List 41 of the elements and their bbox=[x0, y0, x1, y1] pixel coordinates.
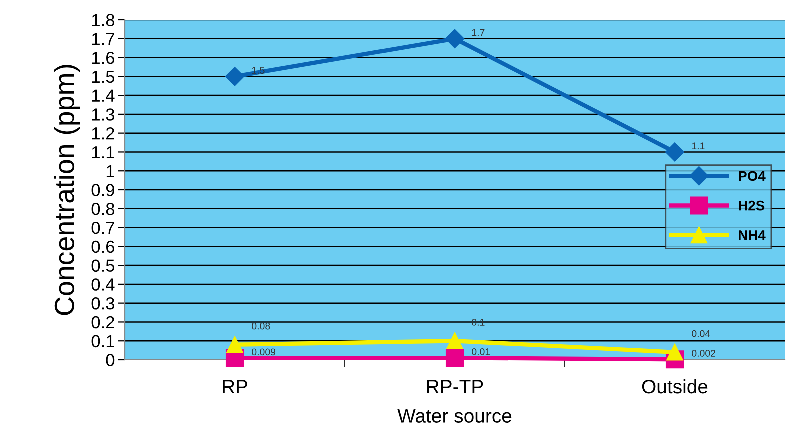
point bbox=[445, 29, 465, 48]
point bbox=[666, 344, 684, 361]
y-tick-label: 0 bbox=[106, 354, 115, 366]
y-tick-label: 1.5 bbox=[92, 71, 115, 84]
point bbox=[225, 67, 245, 86]
data-label: 0.002 bbox=[692, 350, 716, 357]
y-tick-label: 1.2 bbox=[92, 128, 114, 140]
point bbox=[665, 142, 685, 162]
y-tick-label: 1.4 bbox=[92, 90, 115, 102]
data-label: 0.08 bbox=[252, 322, 270, 330]
y-tick-label: 0.2 bbox=[92, 316, 114, 329]
y-tick-label: 0.8 bbox=[92, 203, 115, 216]
y-tick-label: 0.7 bbox=[92, 222, 114, 234]
point bbox=[446, 332, 464, 350]
legend-label: H2S bbox=[739, 200, 765, 211]
x-tick-label: RP bbox=[223, 380, 248, 394]
data-label: 0.01 bbox=[472, 348, 490, 356]
x-axis-title: Water source bbox=[398, 409, 512, 423]
y-tick-label: 1 bbox=[106, 165, 114, 178]
y-tick-label: 1.8 bbox=[92, 14, 115, 26]
x-tick-label: RP-TP bbox=[427, 380, 484, 394]
x-tick-label: Outside bbox=[642, 379, 708, 394]
point bbox=[226, 336, 244, 354]
y-tick-label: 0.5 bbox=[92, 260, 115, 272]
data-label: 0.009 bbox=[252, 348, 276, 356]
y-tick-label: 1.3 bbox=[92, 108, 115, 121]
y-axis-title: Concentration (ppm) bbox=[54, 65, 80, 316]
y-tick-label: 0.4 bbox=[92, 278, 115, 291]
data-label: 1.1 bbox=[692, 142, 705, 150]
legend-label: PO4 bbox=[739, 171, 766, 182]
data-label: 0.04 bbox=[692, 330, 710, 338]
y-tick-label: 0.1 bbox=[92, 335, 114, 348]
y-tick-label: 1.1 bbox=[92, 146, 114, 159]
y-tick-label: 0.3 bbox=[92, 298, 115, 310]
point bbox=[446, 349, 464, 368]
y-tick-label: 1.6 bbox=[92, 52, 115, 64]
y-tick-label: 0.6 bbox=[92, 240, 115, 254]
y-tick-label: 0.9 bbox=[92, 184, 114, 196]
data-label: 1.7 bbox=[472, 29, 485, 36]
y-tick-label: 1.7 bbox=[92, 33, 114, 46]
legend-label: NH4 bbox=[739, 230, 766, 240]
